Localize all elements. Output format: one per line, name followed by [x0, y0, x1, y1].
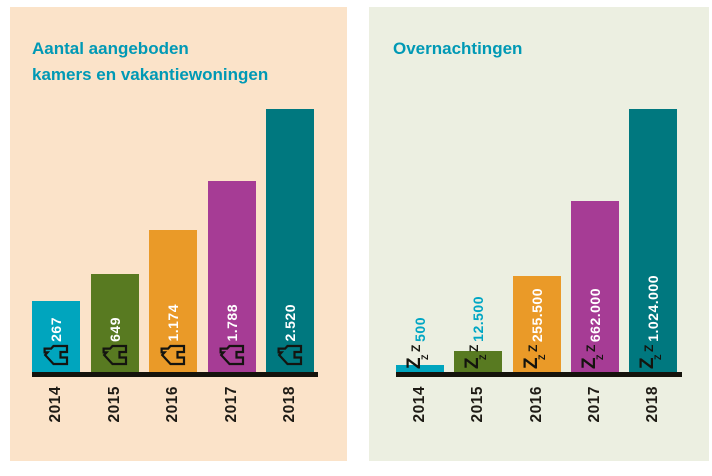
bar-value-label: 267: [48, 317, 64, 342]
bar-value-label: 649: [106, 317, 123, 342]
chart-title-line: kamers en vakantiewoningen: [32, 65, 269, 84]
chart-panel-overnights: Overnachtingen Z Z Z 500 2014 Z Z Z 12.500 2015 Z Z…: [369, 7, 709, 461]
x-axis-label: 2015: [105, 386, 123, 423]
bar-column: Z Z Z 500 2014: [396, 7, 444, 422]
bar: [149, 230, 197, 372]
x-axis-line: [396, 372, 682, 377]
house-icon: [276, 341, 304, 369]
bar: [512, 276, 561, 372]
chart-title-line: Overnachtingen: [393, 39, 523, 58]
x-axis-label: 2014: [47, 386, 64, 423]
chart-title-rooms: Aantal aangeboden kamers en vakantiewoni…: [32, 36, 268, 88]
plot-area-overnights: Z Z Z 500 2014 Z Z Z 12.500 2015 Z Z Z 255.500 2016 Z Z Z…: [369, 7, 709, 461]
chart-panel-rooms: Aantal aangeboden kamers en vakantiewoni…: [10, 7, 347, 461]
x-axis-label: 2016: [164, 386, 181, 423]
bar: [629, 109, 678, 372]
x-axis-label: 2018: [644, 386, 662, 423]
z-letter: Z: [536, 354, 547, 361]
bar-value-label: 662.000: [586, 287, 603, 342]
z-letter: Z: [467, 344, 482, 352]
z-letter: Z: [594, 354, 605, 361]
bar-column: Z Z Z 255.500 2016: [512, 7, 561, 422]
z-letter: Z: [642, 344, 657, 352]
z-letter: Z: [420, 354, 430, 361]
z-letter: Z: [409, 344, 423, 352]
bar: [396, 365, 444, 372]
bar-value-label: 1.788: [223, 304, 240, 342]
plot-area-rooms: 267 2014 649 2015 1.174 2016 1.788 2017 2.520 201…: [10, 7, 347, 461]
bar-column: Z Z Z 12.500 2015: [454, 7, 503, 422]
x-axis-line: [32, 372, 318, 377]
bar-column: 267 2014: [32, 7, 80, 422]
bar-column: 1.174 2016: [149, 7, 197, 422]
x-axis-label: 2018: [281, 386, 298, 423]
x-axis-label: 2017: [222, 386, 240, 423]
bar-column: Z Z Z 1.024.000 2018: [629, 7, 678, 422]
bar-value-label: 2.520: [282, 304, 298, 342]
house-icon: [42, 341, 70, 369]
z-letter: Z: [653, 354, 664, 361]
x-axis-label: 2016: [527, 386, 545, 423]
house-icon: [159, 341, 187, 369]
house-icon: [101, 341, 129, 369]
bar: [266, 109, 314, 372]
bar-column: Z Z Z 662.000 2017: [570, 7, 619, 422]
x-axis-label: 2017: [585, 386, 603, 423]
bar: [207, 181, 256, 372]
chart-title-overnights: Overnachtingen: [393, 36, 522, 62]
bar-value-label: 1.174: [165, 304, 181, 342]
z-letter: Z: [478, 354, 489, 361]
bar: [454, 351, 503, 372]
bar: [90, 274, 139, 372]
x-axis-label: 2015: [469, 386, 487, 423]
chart-title-line: Aantal aangeboden: [32, 39, 189, 58]
bar-value-label: 500: [412, 317, 428, 342]
z-letter: Z: [525, 344, 540, 352]
bar-value-label: 1.024.000: [645, 275, 662, 342]
bar-column: 649 2015: [90, 7, 139, 422]
bar: [32, 301, 80, 372]
x-axis-label: 2014: [411, 386, 428, 423]
bar-column: 2.520 2018: [266, 7, 314, 422]
bar-value-label: 255.500: [528, 287, 545, 342]
z-letter: Z: [583, 344, 598, 352]
house-icon: [218, 341, 246, 369]
bar-value-label: 12.500: [470, 296, 487, 342]
bar: [570, 201, 619, 372]
bar-column: 1.788 2017: [207, 7, 256, 422]
